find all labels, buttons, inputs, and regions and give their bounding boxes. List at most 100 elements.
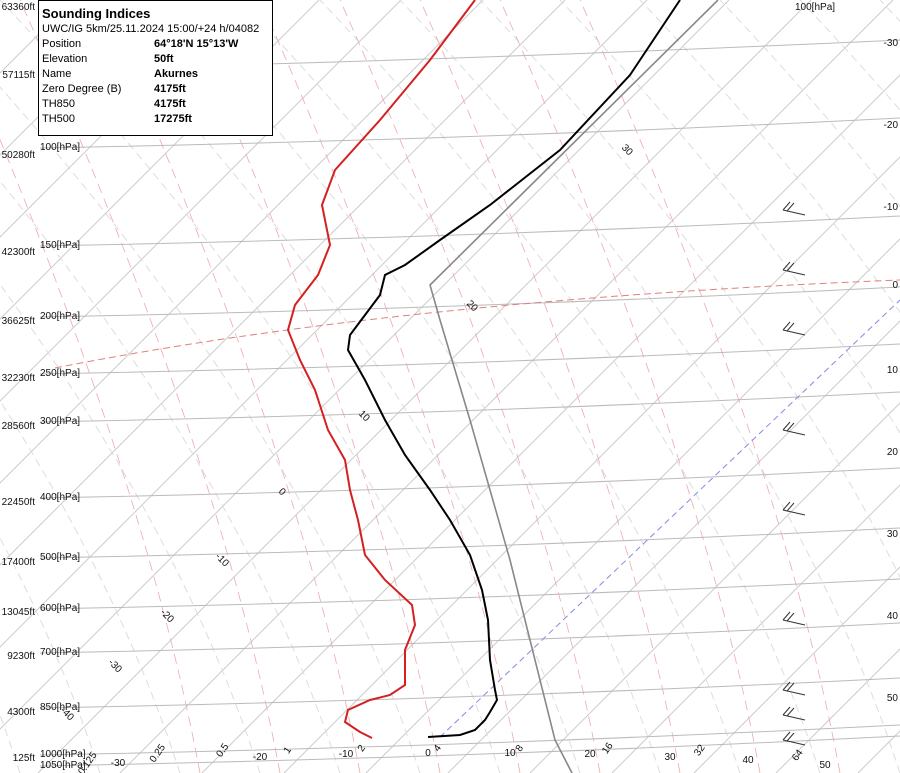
wind-barb — [782, 681, 806, 696]
mixing-ratio-label: 0.5 — [214, 741, 231, 759]
moist-adiabat — [419, 0, 681, 773]
wind-barb — [782, 706, 806, 721]
altitude-label: 17400ft — [2, 557, 36, 568]
altitude-label: 57115ft — [2, 70, 35, 81]
isotherm — [775, 648, 900, 773]
info-key: TH850 — [42, 98, 76, 110]
altitude-label: 125ft — [13, 753, 35, 764]
wind-barbs — [782, 201, 806, 746]
wind-barb — [782, 611, 806, 626]
pressure-label: 850[hPa] — [40, 702, 80, 713]
info-key: Name — [42, 68, 72, 80]
right-temp-label: 50 — [887, 693, 899, 704]
isotherm — [611, 484, 900, 773]
info-value: 64°18'N 15°13'W — [154, 38, 239, 50]
isotherm-label: -30 — [106, 657, 124, 675]
isotherm-label: -20 — [158, 607, 176, 625]
bottom-temp-label: -10 — [339, 749, 354, 760]
right-temp-label: -20 — [884, 120, 899, 131]
bottom-temp-label: 10 — [504, 748, 516, 759]
isotherm — [0, 0, 730, 730]
isobar — [39, 622, 900, 654]
bottom-temp-label: -30 — [111, 758, 126, 769]
right-temp-label: 40 — [887, 611, 899, 622]
info-row: Elevation 50ft — [39, 53, 272, 68]
info-value: 4175ft — [154, 98, 186, 110]
top-pressure-label: 100[hPa] — [795, 2, 835, 13]
isotherm — [529, 402, 900, 773]
right-temp-label: 30 — [887, 529, 899, 540]
isobar — [39, 527, 900, 559]
altitude-label: 13045ft — [2, 607, 36, 618]
pressure-label: 250[hPa] — [40, 368, 80, 379]
wind-barb — [782, 261, 806, 276]
wind-barb — [782, 421, 806, 436]
info-row: Position 64°18'N 15°13'W — [39, 38, 272, 53]
parcel-curve — [429, 0, 719, 773]
isotherm — [365, 238, 900, 773]
moist-adiabat — [259, 0, 521, 773]
isotherm — [119, 0, 894, 773]
bottom-temp-label: 50 — [819, 760, 831, 771]
info-key: TH500 — [42, 113, 76, 125]
wind-barb — [782, 501, 806, 516]
isotherm — [693, 566, 900, 773]
bottom-temp-label: 40 — [742, 755, 754, 766]
dry-adiabat — [719, 0, 900, 207]
isobar — [39, 391, 900, 423]
moist-adiabat — [0, 138, 201, 773]
dry-adiabat — [0, 86, 421, 773]
right-temp-label: 0 — [892, 280, 898, 291]
bottom-temp-label: 30 — [664, 752, 676, 763]
isobar — [39, 117, 900, 149]
info-key: Elevation — [42, 53, 88, 65]
info-value: 50ft — [154, 53, 174, 65]
isobar — [39, 286, 900, 318]
isotherm-label: 20 — [464, 298, 480, 314]
info-title: Sounding Indices — [42, 6, 151, 21]
isotherm — [283, 156, 900, 773]
dry-adiabat — [479, 0, 900, 579]
isobar — [39, 578, 900, 610]
mixing-ratio-label: 8 — [514, 743, 526, 754]
altitude-label: 50280ft — [2, 150, 36, 161]
info-row: Zero Degree (B) 4175ft — [39, 83, 272, 98]
pressure-label: 500[hPa] — [40, 552, 80, 563]
mixing-ratio-label: 64 — [790, 747, 806, 763]
mixing-ratio-label: 0.25 — [148, 742, 168, 765]
right-temp-label: 10 — [887, 365, 899, 376]
dewpoint-curve — [286, 0, 476, 739]
isobar — [39, 215, 900, 247]
info-subtitle: UWC/IG 5km/25.11.2024 15:00/+24 h/04082 — [42, 23, 260, 35]
altitude-label: 63360ft — [2, 2, 36, 13]
altitude-label: 9230ft — [7, 651, 35, 662]
mixing-ratio-label: 4 — [432, 743, 444, 754]
info-rows: Position 64°18'N 15°13'W Elevation 50ft Name… — [39, 38, 272, 128]
info-row: Name Akurnes — [39, 68, 272, 83]
dry-adiabat — [0, 180, 341, 773]
dry-adiabat — [879, 0, 900, 22]
tropopause-line — [54, 279, 900, 369]
moist-adiabat — [499, 0, 761, 773]
isobar — [39, 467, 900, 499]
temperature-curve — [346, 0, 681, 738]
right-temp-label: 20 — [887, 447, 899, 458]
dry-adiabat — [559, 0, 900, 434]
isotherm-label: 30 — [619, 142, 635, 158]
right-temp-label: -30 — [884, 38, 899, 49]
freezing-line — [439, 299, 900, 738]
moist-adiabat — [339, 0, 601, 773]
altitude-label: 28560ft — [2, 421, 36, 432]
isobar — [39, 343, 900, 375]
dry-adiabat — [239, 0, 741, 773]
info-panel: Sounding Indices UWC/IG 5km/25.11.2024 1… — [38, 0, 273, 136]
isotherm — [0, 0, 484, 484]
isotherm-label: 10 — [356, 408, 372, 424]
dry-adiabat — [319, 0, 821, 773]
mixing-ratio-label: 2 — [356, 743, 368, 754]
altitude-label: 32230ft — [2, 373, 36, 384]
isotherm — [201, 74, 900, 773]
pressure-label: 300[hPa] — [40, 416, 80, 427]
